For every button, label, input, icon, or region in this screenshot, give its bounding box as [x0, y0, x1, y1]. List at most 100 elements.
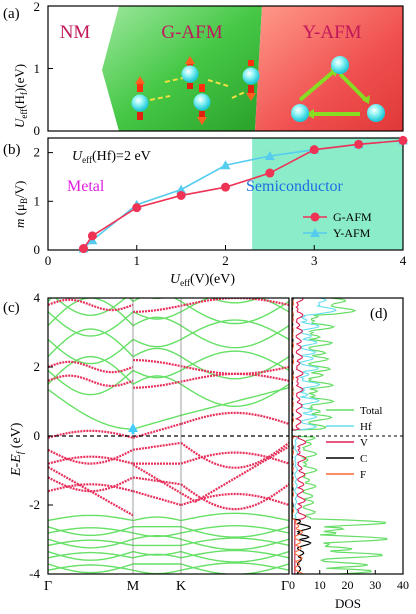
panel-a-y-axis: 0 1 2 — [34, 0, 53, 138]
panel-d-x-axis: 0 10 20 30 40 — [289, 570, 409, 592]
panel-a: NM G-AFM Y-AFM — [3, 0, 404, 138]
band-line — [180, 562, 290, 571]
point-g-afm — [87, 231, 97, 241]
band-line — [132, 369, 182, 379]
point-g-afm — [265, 168, 275, 178]
panel-d-xtick-2: 20 — [342, 578, 354, 592]
panel-d-legend: Total Hf VCF — [326, 405, 382, 481]
band-line — [132, 316, 182, 327]
panel-c-ytick-0: -4 — [29, 566, 40, 581]
band-line-v — [48, 448, 134, 465]
band-line-v — [180, 483, 290, 511]
band-line-v — [48, 455, 134, 465]
panel-b-xtick-4: 4 — [400, 253, 407, 268]
semiconductor-label: Semiconductor — [246, 178, 344, 195]
band-line — [181, 251, 289, 270]
band-line-v — [133, 372, 290, 389]
band-line — [132, 311, 182, 320]
band-line-v — [48, 298, 134, 312]
band-line — [48, 388, 133, 430]
band-line — [180, 383, 290, 407]
band-line — [132, 298, 182, 303]
panel-c-label: (c) — [3, 300, 20, 316]
semiconductor-shade — [252, 138, 403, 250]
band-line-v — [48, 429, 134, 439]
panel-b-xtick-2: 2 — [222, 253, 229, 268]
legend-label-total: Total — [360, 405, 382, 417]
point-g-afm — [309, 145, 319, 155]
panel-c-ytick-4: 4 — [34, 290, 41, 305]
band-line-v — [132, 476, 182, 486]
band-line — [132, 535, 182, 540]
band-line-v — [180, 442, 290, 469]
gap-arrow — [128, 423, 138, 432]
band-line — [132, 569, 182, 574]
band-line — [148, 298, 166, 299]
band-line — [180, 525, 290, 534]
band-line — [180, 350, 290, 372]
panel-b-axes: 0 1 2 3 4 0 1 2 — [34, 145, 407, 268]
band-line — [132, 347, 182, 358]
band-line — [54, 298, 127, 317]
panel-c-ytick-2: 0 — [34, 428, 41, 443]
legend-label-hf: Hf — [360, 421, 372, 433]
panel-d-xlabel: DOS — [335, 596, 361, 611]
band-line-v — [48, 466, 134, 517]
band-line — [48, 253, 133, 281]
panel-d-xtick-3: 30 — [369, 578, 381, 592]
band-line — [180, 549, 290, 559]
band-line-v — [133, 298, 290, 313]
panel-c-ylabel: E-Ef (eV) — [9, 422, 25, 477]
panel-b-annotation: Ueff(Hf)=2 eV — [72, 149, 151, 165]
band-line — [180, 550, 290, 563]
panel-a-ytick-1: 1 — [34, 61, 41, 76]
panel-a-ytick-2: 2 — [34, 0, 41, 14]
band-line — [132, 375, 182, 385]
panel-d-label: (d) — [370, 306, 388, 322]
band-line-v — [48, 360, 134, 374]
band-line — [48, 298, 134, 302]
band-line-v — [133, 359, 290, 375]
band-line-v — [48, 483, 134, 493]
panel-b: 0 1 2 3 4 0 1 2 (b) Ueff(Hf)=2 eV Metal Semicon… — [3, 135, 408, 288]
dos-f — [292, 298, 304, 574]
band-line-v — [180, 411, 290, 425]
panel-b-ytick-1: 1 — [34, 193, 41, 208]
band-line — [48, 514, 134, 522]
panel-b-ytick-2: 2 — [34, 145, 41, 160]
band-line — [48, 369, 134, 396]
panel-d-xtick-4: 40 — [397, 578, 409, 592]
k-label-gamma-1: Γ — [44, 579, 52, 594]
band-line-v — [132, 490, 182, 507]
band-line — [132, 516, 182, 522]
band-line — [180, 325, 290, 349]
band-line — [48, 539, 134, 547]
panel-b-xlabel: Ueff(V)(eV) — [170, 272, 235, 288]
panel-d-xtick-0: 0 — [289, 578, 295, 592]
panel-a-label: (a) — [3, 6, 20, 22]
point-y-afm — [220, 160, 231, 170]
point-g-afm — [79, 244, 88, 254]
region-nm-label: NM — [60, 22, 91, 43]
region-yafm-label: Y-AFM — [302, 22, 361, 43]
band-line — [180, 319, 290, 341]
panel-b-xtick-3: 3 — [311, 253, 318, 268]
legend-label-v: V — [360, 437, 368, 449]
band-line — [48, 328, 134, 358]
k-label-gamma-2: Γ — [281, 579, 289, 594]
band-line — [210, 298, 260, 304]
panel-b-xtick-0: 0 — [45, 253, 52, 268]
dos-total — [292, 298, 388, 574]
band-line — [48, 564, 134, 571]
band-line — [180, 538, 290, 551]
band-line — [180, 356, 290, 380]
region-nm — [48, 6, 119, 131]
panel-c-ytick-1: -2 — [29, 497, 40, 512]
band-lines-red — [48, 298, 290, 517]
legend-label-c: C — [360, 453, 367, 465]
band-line — [180, 526, 290, 538]
band-line-v — [132, 422, 182, 439]
band-line — [132, 414, 182, 430]
panel-c-x-axis: Γ M K Γ — [44, 579, 289, 594]
